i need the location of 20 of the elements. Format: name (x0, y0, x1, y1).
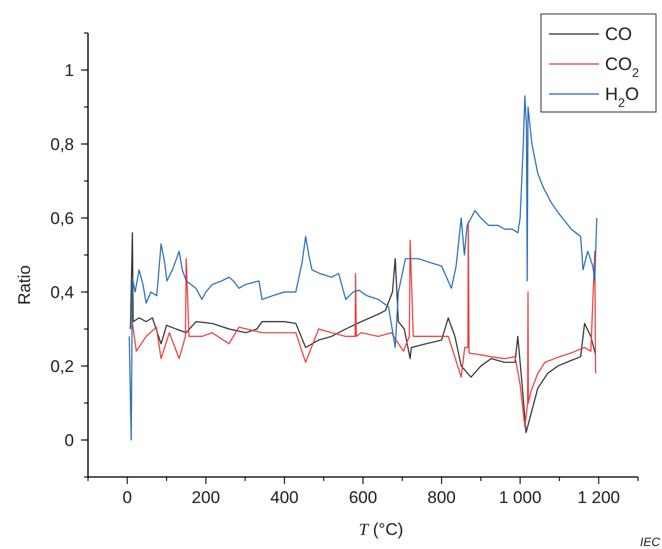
y-axis-title: Ratio (15, 265, 34, 305)
x-tick-label: 1 200 (577, 488, 620, 507)
y-tick-label: 0,6 (50, 209, 74, 228)
x-axis-title: T (°C) (358, 520, 404, 539)
legend-label: CO (605, 24, 632, 44)
x-tick-label: 600 (348, 488, 378, 507)
y-tick-label: 0,2 (50, 357, 74, 376)
x-tick-label: 400 (270, 488, 299, 507)
y-tick-label: 0 (64, 431, 74, 450)
x-tick-label: 0 (122, 488, 132, 507)
line-series (128, 95, 598, 441)
x-tick-label: 1 000 (498, 488, 542, 507)
x-tick-label: 200 (192, 488, 220, 507)
y-tick-label: 0,8 (50, 135, 74, 154)
legend-label: CO$_{2}$ (605, 54, 640, 80)
text: IEC (640, 535, 660, 549)
x-tick-label: 800 (427, 488, 456, 507)
legend-label: H$_{2}$O (605, 84, 640, 110)
y-tick-label: 0,4 (50, 283, 74, 302)
y-tick-label: 1 (64, 61, 74, 80)
